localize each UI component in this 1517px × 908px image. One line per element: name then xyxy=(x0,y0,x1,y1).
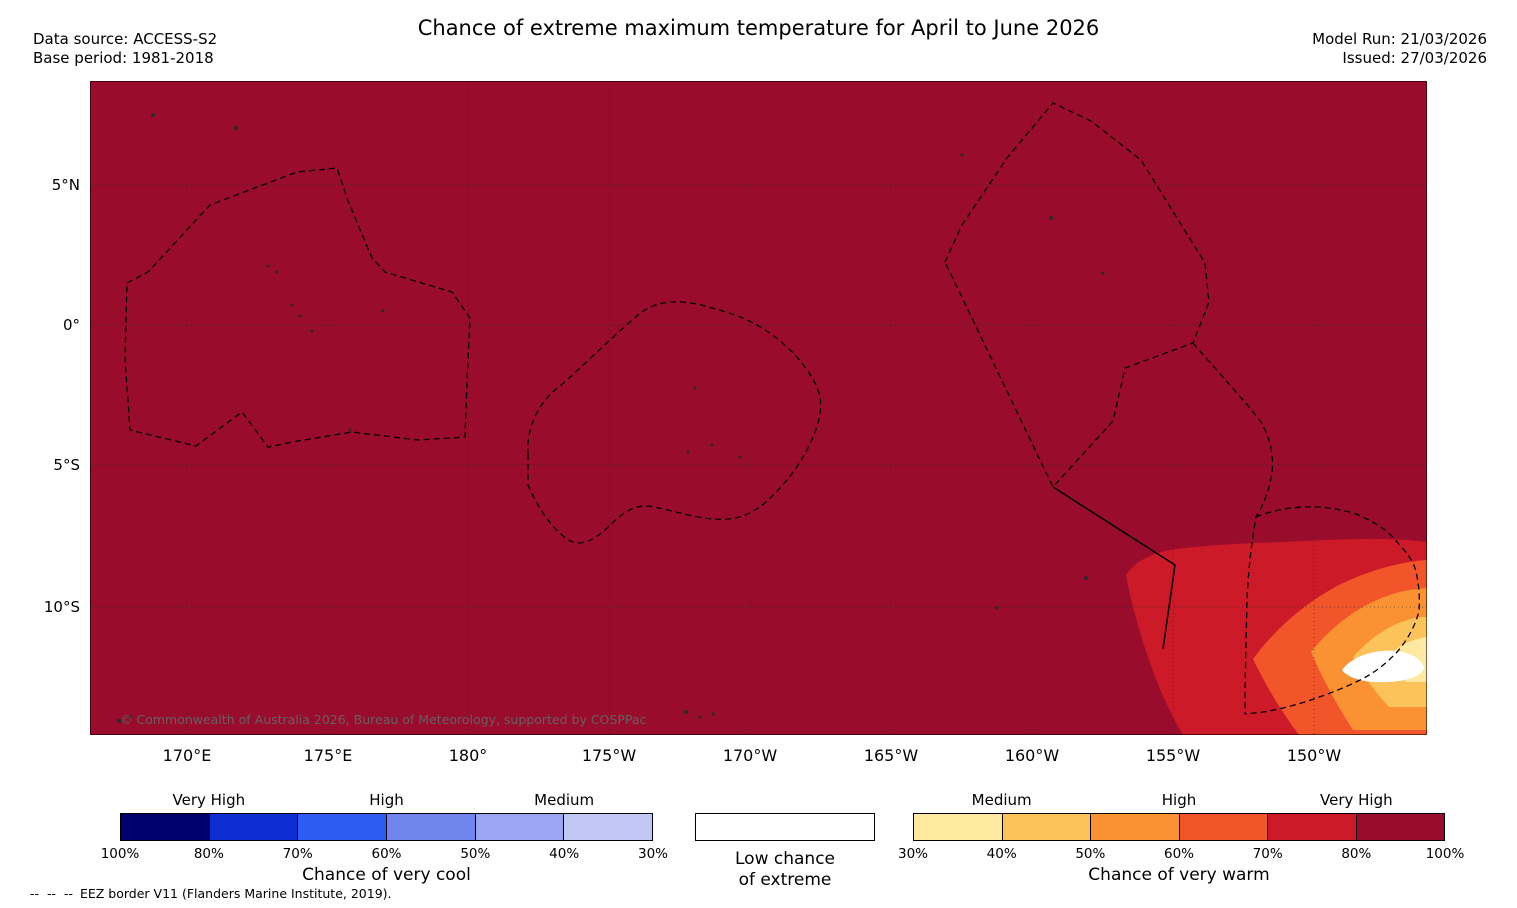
legend-level-label: Medium xyxy=(534,791,595,809)
legend-warm-levels: Medium High Very High xyxy=(913,791,1445,809)
legend-tick: 80% xyxy=(193,846,224,862)
eez-border xyxy=(527,301,822,544)
legend-cool-levels: Very High High Medium xyxy=(120,791,653,809)
data-source-text: Data source: ACCESS-S2 xyxy=(33,30,218,48)
lon-label: 180° xyxy=(448,746,488,765)
legend-level-label: Very High xyxy=(1320,791,1393,809)
legend-tick: 60% xyxy=(371,846,402,862)
eez-footnote: -- -- -- EEZ border V11 (Flanders Marine … xyxy=(30,886,392,901)
legend-level-label: Medium xyxy=(971,791,1032,809)
legend-swatch xyxy=(386,814,475,840)
legend-swatch xyxy=(1355,814,1444,840)
legend-swatch xyxy=(563,814,653,840)
legend-tick: 50% xyxy=(460,846,491,862)
copyright-text: © Commonwealth of Australia 2026, Bureau… xyxy=(120,712,647,727)
lat-label: 0° xyxy=(62,316,80,334)
lon-label: 160°W xyxy=(1004,746,1060,765)
legend-cool: Very High High Medium 100% 80% 70% 60% 5… xyxy=(101,791,668,891)
legend-cool-ticks: 100% 80% 70% 60% 50% 40% 30% xyxy=(101,846,668,862)
legend-tick: 30% xyxy=(897,846,929,862)
legend-swatch xyxy=(914,814,1002,840)
lon-label: 170°W xyxy=(722,746,778,765)
lon-label: 175°W xyxy=(581,746,637,765)
low-chance-area xyxy=(1342,650,1424,683)
lon-label: 170°E xyxy=(162,746,212,765)
issued-text: Issued: 27/03/2026 xyxy=(1342,49,1487,67)
legend-swatch xyxy=(297,814,387,840)
legend-warm-caption: Chance of very warm xyxy=(1088,865,1270,885)
legend-warm: Medium High Very High 30% 40% 50% 60% 70… xyxy=(898,791,1464,891)
header-right: Model Run: 21/03/2026 Issued: 27/03/2026 xyxy=(1312,30,1487,68)
eez-border xyxy=(944,102,1210,489)
legend-level-label: High xyxy=(369,791,404,809)
lon-label: 150°W xyxy=(1286,746,1342,765)
legend-level-label: High xyxy=(1161,791,1197,809)
legend-level-label: Very High xyxy=(172,791,246,809)
header-left: Data source: ACCESS-S2 Base period: 1981… xyxy=(33,30,217,68)
legend-low-caption-line2: of extreme xyxy=(738,870,832,890)
legend-tick: 60% xyxy=(1163,846,1195,862)
legend-swatch xyxy=(121,814,209,840)
legend-swatch xyxy=(1090,814,1179,840)
eez-footnote-label: EEZ border V11 (Flanders Marine Institut… xyxy=(79,886,392,901)
warm-bands xyxy=(1126,538,1427,735)
lat-label: 5°S xyxy=(53,456,80,474)
lon-label: 165°W xyxy=(863,746,919,765)
page-title: Chance of extreme maximum temperature fo… xyxy=(417,16,1100,40)
map-canvas: © Commonwealth of Australia 2026, Bureau… xyxy=(90,81,1427,735)
eez-borders xyxy=(124,102,1421,715)
legend-swatch xyxy=(1001,814,1090,840)
legend-warm-ticks: 30% 40% 50% 60% 70% 80% 100% xyxy=(898,846,1464,862)
legend-low-caption-line1: Low chance xyxy=(735,849,835,869)
legend-tick: 40% xyxy=(549,846,580,862)
legend-tick: 70% xyxy=(1252,846,1283,862)
legend-swatch xyxy=(1267,814,1356,840)
base-period-text: Base period: 1981-2018 xyxy=(33,49,214,67)
map-svg xyxy=(90,81,1427,735)
legend-tick: 70% xyxy=(282,846,313,862)
legend-swatch xyxy=(1178,814,1267,840)
eez-dash-symbol: -- -- -- xyxy=(30,886,73,901)
lon-label: 155°W xyxy=(1145,746,1201,765)
legend-swatch xyxy=(474,814,564,840)
legend-cool-colorbar xyxy=(120,813,653,841)
lon-label: 175°E xyxy=(303,746,353,765)
legend-tick: 40% xyxy=(986,846,1017,862)
legend-warm-colorbar xyxy=(913,813,1445,841)
model-run-text: Model Run: 21/03/2026 xyxy=(1312,30,1487,48)
legend-low: Low chance of extreme xyxy=(695,791,875,891)
lat-label: 10°S xyxy=(43,598,80,616)
eez-border xyxy=(124,167,471,448)
legend-tick: 100% xyxy=(1425,846,1465,862)
gridlines xyxy=(90,81,1427,735)
legend-low-box xyxy=(695,813,875,841)
legend-tick: 80% xyxy=(1341,846,1372,862)
islands xyxy=(117,113,1105,723)
lat-label: 5°N xyxy=(51,176,80,194)
legend-cool-caption: Chance of very cool xyxy=(302,865,471,885)
legend-swatch xyxy=(208,814,298,840)
eez-border xyxy=(1244,506,1421,715)
legend-tick: 50% xyxy=(1075,846,1106,862)
map-frame xyxy=(90,81,1427,735)
legend-low-caption: Low chance of extreme xyxy=(695,849,875,891)
solid-boundary-line xyxy=(1052,486,1176,650)
eez-border xyxy=(1192,342,1274,715)
legend-tick: 30% xyxy=(637,846,669,862)
legend-tick: 100% xyxy=(100,846,140,862)
